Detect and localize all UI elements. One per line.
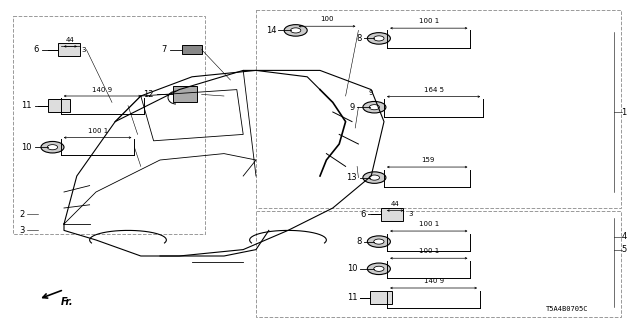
Text: 3: 3 bbox=[20, 226, 25, 235]
Text: 4: 4 bbox=[621, 232, 627, 241]
Circle shape bbox=[374, 239, 384, 244]
Circle shape bbox=[367, 33, 390, 44]
Text: 10: 10 bbox=[347, 264, 357, 273]
Circle shape bbox=[363, 101, 386, 113]
Text: 7: 7 bbox=[161, 45, 166, 54]
Text: 13: 13 bbox=[346, 173, 357, 182]
Text: 3: 3 bbox=[408, 212, 413, 217]
Bar bbox=[58, 43, 80, 56]
Circle shape bbox=[374, 266, 384, 271]
Text: 6: 6 bbox=[361, 210, 366, 219]
Circle shape bbox=[47, 145, 58, 150]
Circle shape bbox=[367, 236, 390, 247]
Text: 5: 5 bbox=[621, 245, 627, 254]
Text: 100 1: 100 1 bbox=[419, 221, 439, 227]
Bar bbox=[173, 86, 197, 102]
Text: 100 1: 100 1 bbox=[419, 18, 439, 24]
Text: 100 1: 100 1 bbox=[88, 128, 108, 134]
Text: 100: 100 bbox=[320, 16, 334, 22]
Circle shape bbox=[369, 105, 380, 110]
Text: 14: 14 bbox=[266, 26, 276, 35]
Text: 164 5: 164 5 bbox=[424, 87, 444, 93]
Text: 11: 11 bbox=[22, 101, 32, 110]
Text: 10: 10 bbox=[22, 143, 32, 152]
Text: 11: 11 bbox=[347, 293, 357, 302]
Circle shape bbox=[363, 172, 386, 183]
Text: Fr.: Fr. bbox=[61, 297, 74, 308]
Bar bbox=[370, 291, 392, 304]
Circle shape bbox=[284, 25, 307, 36]
Text: 44: 44 bbox=[390, 201, 399, 207]
Text: 140 9: 140 9 bbox=[424, 278, 444, 284]
Bar bbox=[256, 10, 621, 208]
Text: 9: 9 bbox=[369, 90, 374, 96]
Circle shape bbox=[369, 175, 380, 180]
Circle shape bbox=[41, 141, 64, 153]
Text: 100 1: 100 1 bbox=[419, 248, 439, 254]
Bar bbox=[48, 99, 70, 112]
Text: 44: 44 bbox=[66, 37, 75, 43]
Bar bbox=[182, 45, 202, 54]
Text: 12: 12 bbox=[143, 90, 154, 99]
Text: 159: 159 bbox=[421, 157, 434, 163]
Circle shape bbox=[291, 28, 301, 33]
Text: 9: 9 bbox=[350, 103, 355, 112]
Text: 8: 8 bbox=[356, 34, 362, 43]
Circle shape bbox=[374, 36, 384, 41]
Circle shape bbox=[367, 263, 390, 275]
Text: 140 9: 140 9 bbox=[92, 87, 113, 93]
Text: 6: 6 bbox=[33, 45, 38, 54]
Bar bbox=[256, 211, 621, 317]
Bar bbox=[13, 16, 205, 234]
Bar bbox=[381, 208, 403, 221]
Text: 1: 1 bbox=[621, 108, 627, 116]
Text: 8: 8 bbox=[356, 237, 362, 246]
Text: 2: 2 bbox=[20, 210, 25, 219]
Text: 3: 3 bbox=[82, 47, 86, 52]
Text: T5A4B0705C: T5A4B0705C bbox=[547, 306, 589, 312]
